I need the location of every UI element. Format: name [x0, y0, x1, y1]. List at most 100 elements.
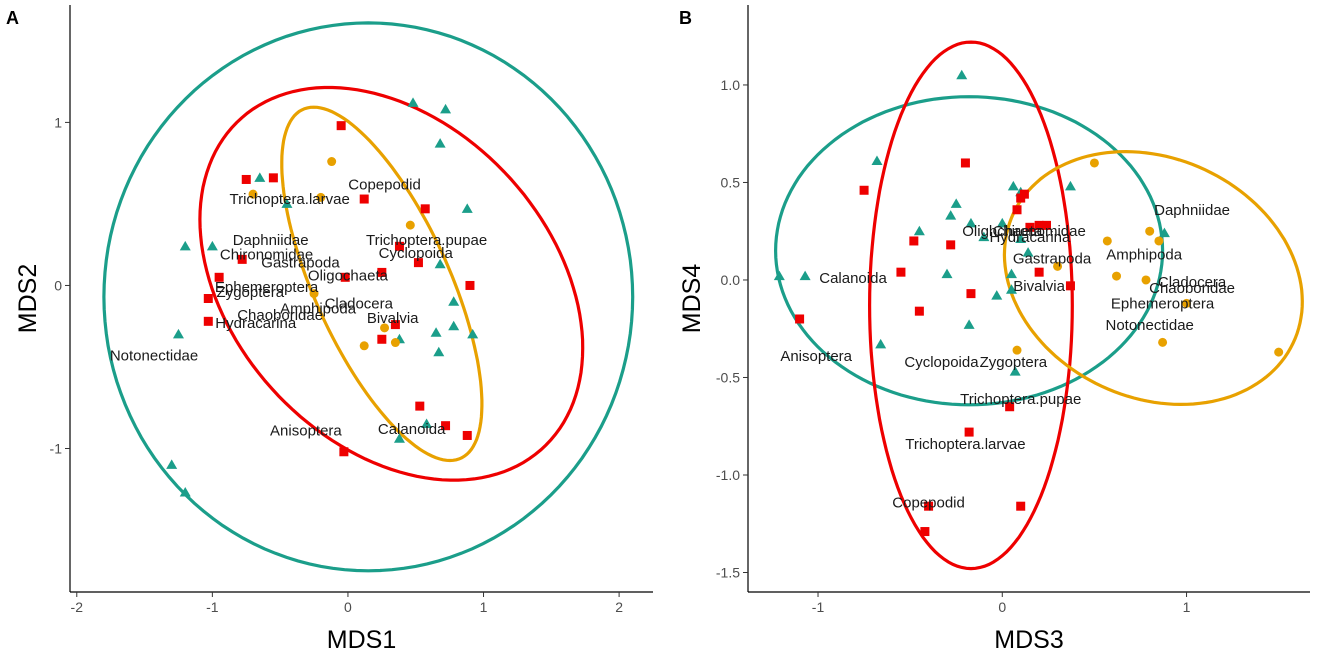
panel-a-triangle-point: [448, 320, 460, 331]
panel-a-circle-point: [405, 220, 415, 230]
panel-b-square-point: [1012, 205, 1022, 215]
panel-b-square-point: [966, 289, 976, 299]
panel-b-label-chironomidae: Chironomidae: [992, 223, 1085, 240]
panel-a-y-tick-label: -1: [50, 441, 63, 457]
panel-a-square-point: [340, 272, 350, 282]
panel-a-triangle-point: [206, 240, 218, 251]
panel-b-label-cyclopoida: Cyclopoida: [904, 354, 979, 371]
panel-b-triangle-point: [991, 290, 1003, 300]
panel-b-triangle-point: [945, 210, 957, 220]
panel-b-tag: B: [679, 8, 692, 28]
panel-b-triangle-point: [1064, 180, 1076, 191]
panel-a-square-point: [336, 121, 346, 131]
panel-a-triangle-point: [430, 327, 442, 337]
panel-a-x-tick-label: 2: [615, 599, 623, 615]
panel-a-square-point: [377, 334, 387, 344]
panel-b-triangle-point: [941, 268, 953, 279]
panel-b-label-notonectidae: Notonectidae: [1105, 317, 1193, 334]
panel-a-square-point: [441, 421, 451, 431]
panel-a-triangle-point: [407, 97, 419, 107]
panel-b-circle-point: [1053, 261, 1063, 271]
panel-b-triangle-point: [1005, 284, 1017, 294]
panel-b-triangle-point: [996, 217, 1008, 228]
panel-a-label-copepodid: Copepodid: [348, 176, 421, 193]
panel-b-triangle-point: [1007, 180, 1019, 191]
panel-a-label-bivalvia: Bivalvia: [367, 310, 419, 327]
panel-b-ellipse-2: [1002, 149, 1304, 407]
panel-b: B -1 0 1 -1.5 -1.0 -0.5 0.0 0.5 1.0 MDS3 MDS4 Daphni…: [678, 5, 1310, 654]
panel-a-label-cladocera: Cladocera: [325, 295, 394, 312]
panel-b-circle-point: [1012, 345, 1022, 355]
panel-b-x-tick-label: 0: [998, 599, 1006, 615]
panel-b-circle-point: [1274, 347, 1284, 357]
panel-a-triangle-point: [434, 138, 446, 148]
panel-a-ellipse-1: [198, 85, 585, 482]
panel-b-triangle-point: [871, 155, 883, 166]
panel-b-square-point: [920, 527, 930, 537]
panel-a-label-ephemeroptera: Ephemeroptera: [215, 279, 319, 296]
panel-b-square-point: [1025, 222, 1035, 232]
panel-b-square-point: [1005, 402, 1015, 412]
panel-a-square-point: [390, 320, 400, 330]
panel-a-square-point: [420, 204, 430, 214]
panel-b-triangle-point: [956, 69, 968, 80]
panel-b-triangle-point: [1005, 268, 1017, 279]
panel-b-circle-point: [1145, 226, 1155, 236]
panel-b-triangle-point: [1022, 247, 1034, 257]
panel-a-label-notonectidae: Notonectidae: [110, 348, 198, 365]
panel-a-square-point: [268, 173, 278, 183]
panel-a-triangle-point: [448, 296, 460, 306]
panel-b-label-gastrapoda: Gastrapoda: [1013, 251, 1092, 268]
panel-a-label-trichoptera-larvae: Trichoptera.larvae: [229, 191, 349, 208]
panel-b-triangle-point: [965, 217, 977, 228]
panel-b-circle-point: [1182, 298, 1192, 308]
panel-b-y-tick-label: 0.5: [721, 174, 741, 190]
panel-b-label-ephemeroptera: Ephemeroptera: [1111, 295, 1215, 312]
panel-a-triangle-point: [179, 240, 191, 251]
panel-a-circle-point: [309, 289, 319, 299]
panel-b-ellipse-1: [867, 40, 1074, 571]
panel-a-square-point: [465, 280, 475, 290]
panel-a-circle-point: [359, 341, 369, 351]
panel-b-label-bivalvia: Bivalvia: [1013, 278, 1065, 295]
panel-a-triangle-point: [461, 203, 473, 213]
panel-a-label-zygoptera: Zygoptera: [217, 284, 285, 301]
panel-a-label-anisoptera: Anisoptera: [270, 423, 342, 440]
panel-b-square-point: [914, 306, 924, 316]
panel-b-y-tick-label: -1.0: [716, 467, 740, 483]
panel-a-y-tick-label: 1: [54, 114, 62, 130]
panel-a-triangle-point: [440, 103, 452, 114]
panel-a-circle-point: [327, 157, 337, 167]
panel-a-triangle-point: [254, 172, 266, 182]
panel-a-square-point: [415, 401, 425, 411]
panel-a-label-hydracarina: Hydracarina: [215, 315, 297, 332]
panel-a-y-title: MDS2: [14, 264, 42, 333]
panel-b-square-point: [964, 427, 974, 437]
panel-a-label-trichoptera-pupae: Trichoptera.pupae: [366, 232, 487, 249]
panel-a-x-tick-label: 1: [480, 599, 488, 615]
panel-b-label-chaoboridae: Chaoboridae: [1149, 280, 1235, 297]
panel-b-circle-point: [1102, 236, 1112, 246]
panel-b-label-anisoptera: Anisoptera: [780, 348, 852, 365]
panel-b-square-point: [1065, 281, 1075, 291]
panel-b-x-tick-label: -1: [812, 599, 825, 615]
panel-a-square-point: [394, 241, 404, 251]
panel-a-triangle-point: [172, 328, 184, 339]
panel-b-triangle-point: [913, 225, 925, 236]
panel-b-triangle-point: [1015, 233, 1027, 244]
panel-b-label-trichoptera-pupae: Trichoptera.pupae: [960, 391, 1081, 408]
panel-b-label-trichoptera-larvae: Trichoptera.larvae: [905, 436, 1025, 453]
panel-a-x-title: MDS1: [327, 626, 396, 654]
panel-a-square-point: [214, 272, 224, 282]
panel-b-triangle-point: [773, 270, 785, 281]
panel-a-triangle-point: [179, 487, 191, 497]
panel-a-label-chironomidae: Chironomidae: [220, 246, 313, 263]
panel-a-square-point: [339, 447, 349, 457]
panel-b-triangle-point: [875, 338, 887, 349]
panel-b-circle-point: [1154, 236, 1164, 246]
panel-b-triangle-point: [963, 319, 975, 329]
panel-a-square-point: [203, 316, 213, 326]
panel-b-x-tick-label: 1: [1183, 599, 1191, 615]
panel-a-square-point: [359, 194, 369, 204]
